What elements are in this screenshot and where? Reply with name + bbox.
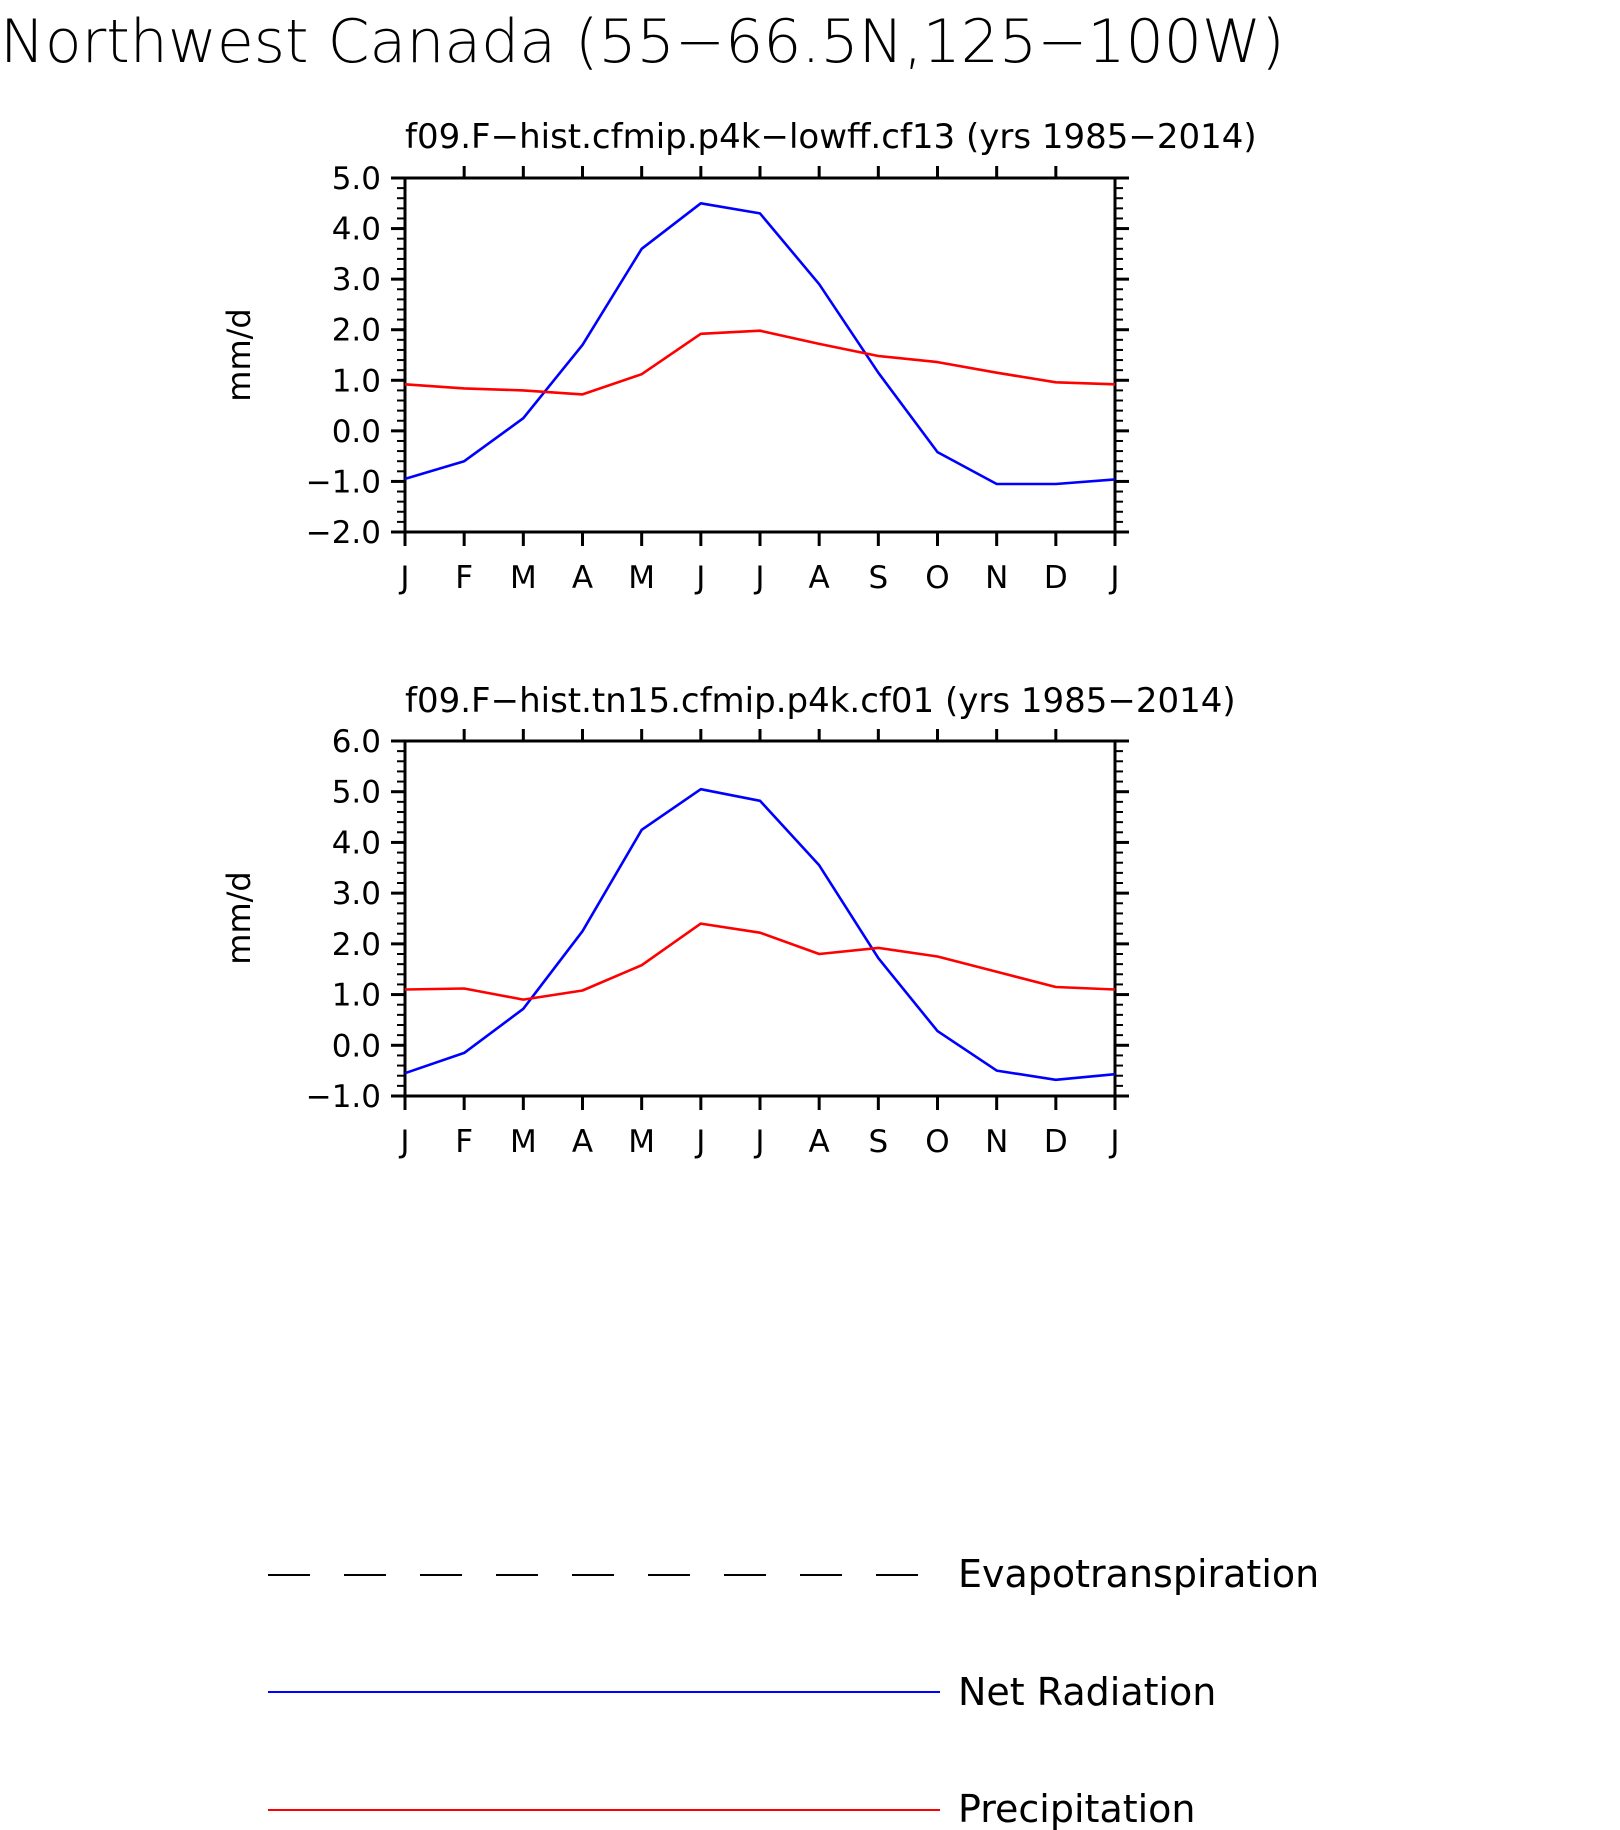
y-tick-label: 1.0 xyxy=(332,363,381,399)
y-tick-label: 4.0 xyxy=(332,212,381,248)
figure-title: Northwest Canada (55−66.5N,125−100W) xyxy=(0,7,1285,77)
legend-item-precipitation: Precipitation xyxy=(268,1787,1196,1830)
legend-item-evapotranspiration: Evapotranspiration xyxy=(268,1552,1319,1596)
legend-item-net-radiation: Net Radiation xyxy=(268,1670,1216,1714)
y-axis-label: mm/d xyxy=(220,308,258,401)
plot-frame xyxy=(403,739,1117,1098)
x-tick-label: J xyxy=(753,560,764,596)
plot-frame xyxy=(403,176,1117,534)
series-line-precipitation xyxy=(404,329,1116,396)
series-line-net-radiation xyxy=(404,202,1116,486)
x-tick-label: A xyxy=(809,1124,830,1160)
y-tick-label: 5.0 xyxy=(332,161,381,197)
y-tick-label: −1.0 xyxy=(306,1079,381,1115)
x-tick-label: O xyxy=(925,560,949,596)
x-tick-label: M xyxy=(628,560,655,596)
x-tick-label: D xyxy=(1044,560,1068,596)
x-tick-label: A xyxy=(572,560,593,596)
series-line-net-radiation xyxy=(404,787,1116,1082)
x-tick-label: J xyxy=(694,1124,705,1160)
y-tick-label: 3.0 xyxy=(332,262,381,298)
legend-label-evapotranspiration: Evapotranspiration xyxy=(958,1552,1319,1596)
x-tick-label: F xyxy=(455,1124,473,1160)
series-line-precipitation xyxy=(404,922,1116,1001)
x-tick-label: D xyxy=(1044,1124,1068,1160)
x-tick-label: S xyxy=(868,1124,888,1160)
x-tick-label: J xyxy=(694,560,705,596)
x-tick-label: N xyxy=(985,1124,1008,1160)
x-tick-label: M xyxy=(510,560,537,596)
y-tick-label: −1.0 xyxy=(306,464,381,500)
y-tick-label: 1.0 xyxy=(332,978,381,1014)
x-tick-label: S xyxy=(868,560,888,596)
x-tick-label: A xyxy=(572,1124,593,1160)
x-tick-label: N xyxy=(985,560,1008,596)
legend: Evapotranspiration Net Radiation Precipi… xyxy=(268,1552,1319,1830)
y-tick-label: 6.0 xyxy=(332,724,381,760)
y-tick-label: −2.0 xyxy=(306,515,381,551)
y-tick-label: 3.0 xyxy=(332,876,381,912)
y-tick-label: 2.0 xyxy=(332,927,381,963)
x-tick-label: J xyxy=(398,560,409,596)
panel-title: f09.F−hist.cfmip.p4k−lowff.cf13 (yrs 198… xyxy=(405,117,1257,157)
y-tick-label: 4.0 xyxy=(332,825,381,861)
y-tick-label: 2.0 xyxy=(332,313,381,349)
y-tick-label: 0.0 xyxy=(332,1028,381,1064)
x-tick-label: A xyxy=(809,560,830,596)
x-tick-label: F xyxy=(455,560,473,596)
x-tick-label: M xyxy=(628,1124,655,1160)
x-tick-label: M xyxy=(510,1124,537,1160)
x-tick-label: J xyxy=(753,1124,764,1160)
y-tick-label: 5.0 xyxy=(332,775,381,811)
chart-panel-top: f09.F−hist.cfmip.p4k−lowff.cf13 (yrs 198… xyxy=(220,117,1257,596)
legend-label-net-radiation: Net Radiation xyxy=(958,1670,1216,1714)
x-tick-label: J xyxy=(398,1124,409,1160)
x-tick-label: J xyxy=(1108,1124,1119,1160)
panel-title: f09.F−hist.tn15.cfmip.p4k.cf01 (yrs 1985… xyxy=(405,681,1236,721)
y-tick-label: 0.0 xyxy=(332,414,381,450)
x-tick-label: O xyxy=(925,1124,949,1160)
legend-label-precipitation: Precipitation xyxy=(958,1787,1196,1830)
x-tick-label: J xyxy=(1108,560,1119,596)
chart-panel-bottom: f09.F−hist.tn15.cfmip.p4k.cf01 (yrs 1985… xyxy=(220,681,1236,1160)
y-axis-label: mm/d xyxy=(220,871,258,964)
